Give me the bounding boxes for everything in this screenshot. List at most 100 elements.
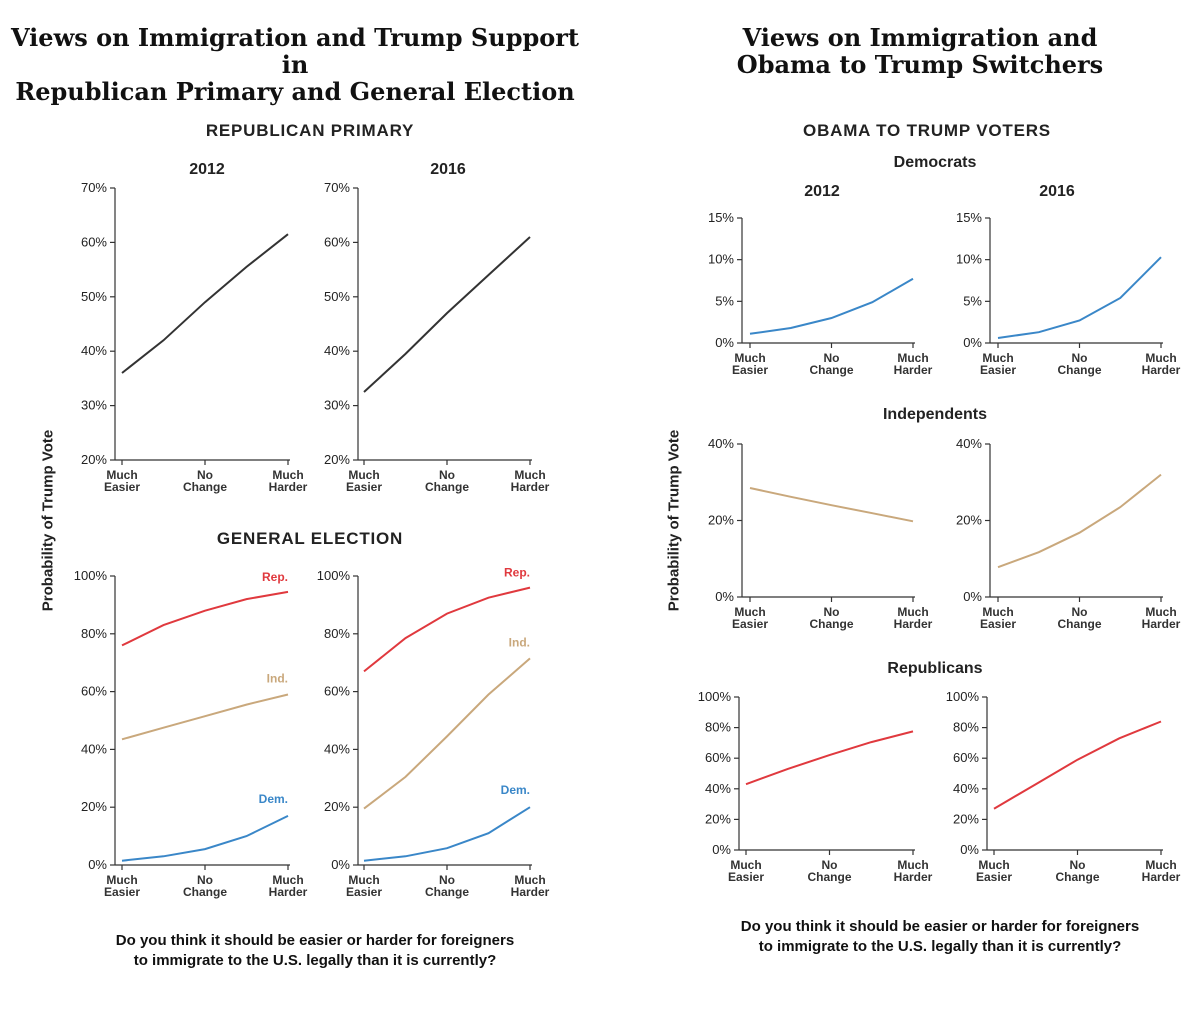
x-tick-label: Much xyxy=(982,605,1013,619)
x-tick-label: Harder xyxy=(1142,617,1181,631)
y-tick-label: 60% xyxy=(705,750,731,765)
left-title: Views on Immigration and Trump Support i… xyxy=(0,24,590,105)
series-label-ind: Ind. xyxy=(509,635,530,649)
x-tick-label: No xyxy=(824,605,840,619)
y-tick-label: 80% xyxy=(953,720,979,735)
x-tick-label: No xyxy=(1072,605,1088,619)
x-tick-label: Harder xyxy=(511,885,550,899)
chart-primary-2016: 20%30%40%50%60%70%MuchEasierNoChangeMuch… xyxy=(324,180,550,494)
y-tick-label: 0% xyxy=(331,857,350,872)
y-tick-label: 20% xyxy=(708,513,734,528)
series-line-dem xyxy=(363,806,531,862)
x-tick-label: Change xyxy=(183,480,227,494)
series-line-rep xyxy=(121,590,289,647)
left-title-line1: Views on Immigration and Trump Support i… xyxy=(10,23,579,79)
y-tick-label: 100% xyxy=(317,568,351,583)
x-tick-label: Much xyxy=(1145,858,1176,872)
x-tick-label: Easier xyxy=(980,363,1016,377)
x-tick-label: Much xyxy=(730,858,761,872)
series-line-dem xyxy=(121,815,289,862)
series-line-ind xyxy=(363,657,531,810)
x-tick-label: No xyxy=(824,351,840,365)
x-tick-label: No xyxy=(1072,351,1088,365)
group-label-republicans: Republicans xyxy=(887,660,983,677)
x-tick-label: Change xyxy=(1057,363,1101,377)
y-tick-label: 70% xyxy=(81,180,107,195)
series-line-rep xyxy=(993,720,1162,810)
x-tick-label: Much xyxy=(734,605,765,619)
y-tick-label: 50% xyxy=(81,289,107,304)
x-tick-label: Harder xyxy=(894,870,933,884)
chart-general-2012: 0%20%40%60%80%100%MuchEasierNoChangeMuch… xyxy=(74,568,308,899)
right-title-line2: Obama to Trump Switchers xyxy=(736,50,1104,79)
y-tick-label: 20% xyxy=(324,799,350,814)
y-tick-label: 20% xyxy=(956,513,982,528)
series-line-primary xyxy=(121,233,289,374)
x-tick-label: Harder xyxy=(1142,870,1181,884)
x-tick-label: Much xyxy=(734,351,765,365)
x-tick-label: Much xyxy=(897,858,928,872)
y-tick-label: 40% xyxy=(81,343,107,358)
x-tick-label: Much xyxy=(106,468,137,482)
section-obama-to-trump: OBAMA TO TRUMP VOTERS xyxy=(803,121,1051,140)
y-tick-label: 5% xyxy=(715,293,734,308)
x-tick-label: Much xyxy=(897,351,928,365)
x-tick-label: Easier xyxy=(104,885,140,899)
right-title-line1: Views on Immigration and xyxy=(742,23,1098,52)
y-tick-label: 20% xyxy=(81,452,107,467)
x-tick-label: Much xyxy=(348,468,379,482)
series-line-ind xyxy=(121,693,289,741)
y-tick-label: 20% xyxy=(953,811,979,826)
x-tick-label: Harder xyxy=(269,885,308,899)
x-tick-label: Much xyxy=(1145,351,1176,365)
y-tick-label: 10% xyxy=(708,252,734,267)
x-tick-label: Much xyxy=(272,468,303,482)
y-tick-label: 40% xyxy=(956,436,982,451)
y-tick-label: 60% xyxy=(953,750,979,765)
series-label-rep: Rep. xyxy=(262,570,288,584)
x-tick-label: Much xyxy=(272,873,303,887)
x-tick-label: Easier xyxy=(732,617,768,631)
y-tick-label: 100% xyxy=(74,568,108,583)
y-tick-label: 60% xyxy=(81,234,107,249)
x-tick-label: Much xyxy=(514,873,545,887)
chart-switch-rep-2016: 0%20%40%60%80%100%MuchEasierNoChangeMuch… xyxy=(946,689,1181,884)
y-tick-label: 80% xyxy=(705,720,731,735)
section-republican-primary: REPUBLICAN PRIMARY xyxy=(205,121,415,140)
right-title: Views on Immigration and Obama to Trump … xyxy=(640,24,1200,78)
y-tick-label: 0% xyxy=(963,589,982,604)
year-label-switch-2016: 2016 xyxy=(1039,183,1075,200)
year-label-primary-2016: 2016 xyxy=(430,161,466,178)
x-tick-label: Change xyxy=(183,885,227,899)
group-label-democrats: Democrats xyxy=(893,154,977,171)
chart-primary-2012: 20%30%40%50%60%70%MuchEasierNoChangeMuch… xyxy=(81,180,308,494)
year-label-primary-2012: 2012 xyxy=(189,161,225,178)
y-tick-label: 100% xyxy=(698,689,732,704)
left-title-line2: Republican Primary and General Election xyxy=(15,77,575,106)
chart-switch-rep-2012: 0%20%40%60%80%100%MuchEasierNoChangeMuch… xyxy=(698,689,933,884)
x-tick-label: Much xyxy=(978,858,1009,872)
x-tick-label: Harder xyxy=(894,363,933,377)
series-label-dem: Dem. xyxy=(259,792,288,806)
x-tick-label: Easier xyxy=(732,363,768,377)
x-tick-label: Easier xyxy=(980,617,1016,631)
y-tick-label: 30% xyxy=(81,398,107,413)
x-tick-label: Much xyxy=(897,605,928,619)
chart-general-2016: 0%20%40%60%80%100%MuchEasierNoChangeMuch… xyxy=(317,566,550,899)
x-tick-label: Change xyxy=(425,480,469,494)
x-tick-label: Change xyxy=(809,363,853,377)
x-tick-label: Much xyxy=(514,468,545,482)
series-line-rep xyxy=(745,730,914,786)
y-tick-label: 80% xyxy=(324,626,350,641)
series-line-dem xyxy=(997,256,1162,339)
y-tick-label: 100% xyxy=(946,689,980,704)
x-tick-label: Easier xyxy=(728,870,764,884)
x-tick-label: Easier xyxy=(104,480,140,494)
x-tick-label: Harder xyxy=(269,480,308,494)
y-tick-label: 40% xyxy=(953,781,979,796)
y-tick-label: 50% xyxy=(324,289,350,304)
y-tick-label: 60% xyxy=(81,684,107,699)
y-tick-label: 20% xyxy=(81,799,107,814)
